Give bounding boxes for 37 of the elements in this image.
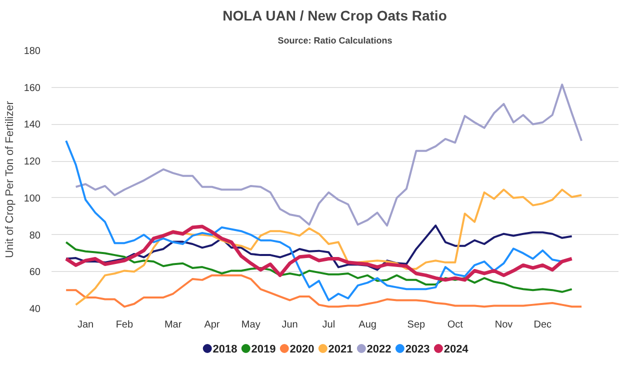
legend-label: 2023 (405, 344, 430, 356)
legend-label: 2020 (290, 344, 314, 356)
x-tick-label: Aug (358, 320, 376, 330)
line-series (74, 188, 583, 306)
y-tick-label: 80 (29, 230, 41, 242)
y-tick-label: 140 (24, 120, 41, 131)
y-tick-label: 180 (24, 46, 41, 57)
line-series (65, 224, 573, 271)
chart-subtitle: Source: Ratio Calculations (278, 36, 392, 46)
y-tick-label: 100 (24, 193, 41, 204)
x-tick-label: Sep (407, 320, 426, 330)
x-tick-label: Oct (447, 320, 464, 330)
line-series (65, 274, 583, 308)
legend-label: 2021 (328, 344, 353, 356)
x-tick-label: May (241, 320, 260, 330)
line-series (74, 84, 583, 227)
line-series (64, 224, 574, 282)
legend-label: 2022 (366, 344, 392, 356)
y-tick-label: 120 (24, 156, 41, 168)
legend-label: 2018 (212, 344, 238, 356)
x-tick-label: Jul (322, 320, 336, 330)
x-tick-label: Mar (164, 320, 182, 330)
x-tick-label: Nov (494, 320, 513, 330)
x-tick-label: Apr (204, 320, 220, 330)
legend-label: 2019 (251, 344, 276, 356)
legend-label: 2024 (444, 344, 470, 356)
x-tick-label: Jan (77, 320, 94, 330)
line-series (65, 241, 573, 293)
y-tick-label: 160 (24, 82, 41, 94)
chart-title: NOLA UAN / New Crop Oats Ratio (222, 8, 447, 24)
y-tick-label: 40 (29, 304, 41, 315)
y-axis-title: Unit of Crop Per Ton of Fertilizer (4, 100, 16, 258)
x-tick-label: Feb (116, 320, 134, 330)
line-series (65, 140, 564, 302)
y-tick-label: 60 (29, 267, 41, 278)
x-tick-label: Jun (282, 320, 298, 330)
x-tick-label: Dec (534, 320, 552, 330)
